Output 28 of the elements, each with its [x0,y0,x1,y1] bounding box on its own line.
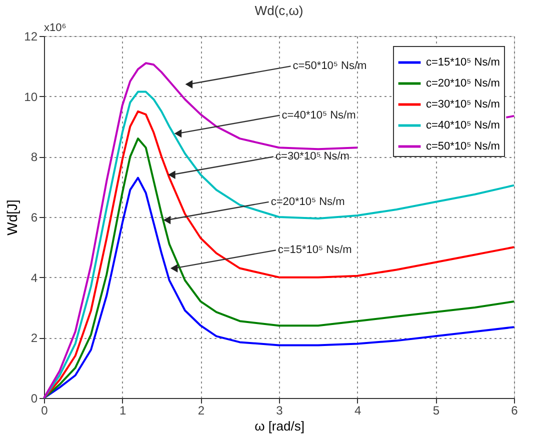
x-tick-label: 3 [276,404,284,418]
x-tick-label: 1 [119,404,126,418]
annotation: c=20*10⁵ Ns/m [270,196,345,208]
legend-label: c=40*10⁵ Ns/m [426,120,500,132]
x-tick-label: 0 [41,404,48,418]
annotation: c=30*10⁵ Ns/m [276,150,350,163]
x-tick-label: 4 [354,404,362,418]
legend-label: c=30*10⁵ Ns/m [426,98,500,110]
y-axis-title: Wd[J] [4,200,20,236]
y-tick-label: 12 [24,30,38,44]
legend-label: c=20*10⁵ Ns/m [426,78,500,90]
x-tick-label: 5 [432,404,440,418]
annotation: c=50*10⁵ Ns/m [292,60,367,72]
legend-label: c=15*10⁵ Ns/m [426,56,500,68]
text: x10⁶ [44,22,66,34]
x-tick-label: 2 [198,404,205,418]
y-tick-label: 6 [30,210,38,224]
chart-title: Wd(c,ω) [254,3,304,18]
y-tick-label: 4 [30,270,38,285]
y-tick-label: 0 [30,392,38,406]
annotation: c=40*10⁵ Ns/m [282,109,356,122]
x-tick-label: 6 [511,404,518,418]
y-tick-label: 10 [24,90,38,104]
legend-label: c=50*10⁵ Ns/m [426,140,500,152]
x-axis-title: ω [rad/s] [254,418,304,434]
annotation: c=15*10⁵ Ns/m [278,244,352,256]
y-tick-label: 8 [30,150,38,164]
y-tick-label: 2 [30,331,38,346]
